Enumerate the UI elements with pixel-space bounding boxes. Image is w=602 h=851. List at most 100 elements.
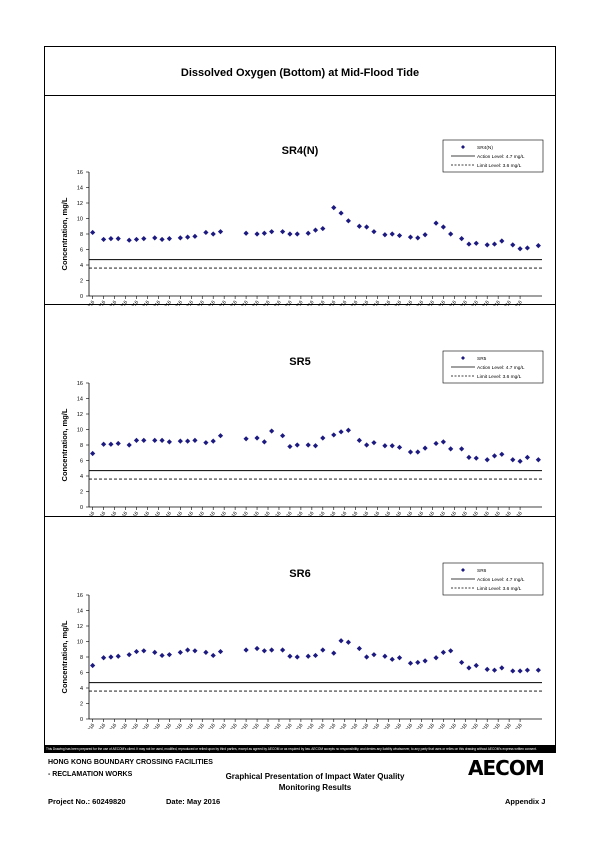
data-point xyxy=(108,654,114,660)
data-point xyxy=(459,236,465,242)
data-point xyxy=(415,235,421,241)
data-point xyxy=(338,429,344,435)
data-point xyxy=(535,243,541,249)
data-point xyxy=(524,454,530,460)
data-point xyxy=(396,655,403,661)
data-point xyxy=(90,450,96,457)
data-point xyxy=(126,442,132,448)
data-point xyxy=(115,653,121,659)
legend-label-action: Action Level: 4.7 mg/L xyxy=(477,365,525,371)
data-point xyxy=(389,656,395,662)
data-point xyxy=(177,649,183,655)
data-point xyxy=(294,654,300,660)
x-tick-label: 3/4/2016 xyxy=(310,511,326,517)
x-tick-label: 4/9/2016 xyxy=(442,511,458,517)
data-point xyxy=(382,653,388,659)
data-point xyxy=(203,440,209,446)
data-point xyxy=(389,231,395,237)
data-point xyxy=(166,652,172,658)
y-tick-label: 4 xyxy=(80,686,83,692)
data-point xyxy=(440,649,446,655)
data-point xyxy=(305,230,311,236)
data-point xyxy=(491,241,498,247)
x-tick-label: 4/6/2016 xyxy=(431,511,447,517)
data-point xyxy=(466,454,472,460)
data-point xyxy=(371,440,377,446)
x-tick-label: 2/3/2016 xyxy=(201,300,217,306)
data-point xyxy=(192,437,198,443)
data-point xyxy=(312,227,319,233)
x-tick-label: 4/3/2016 xyxy=(420,511,436,517)
data-point xyxy=(261,439,267,445)
data-point xyxy=(422,232,428,238)
x-tick-label: 4/6/2016 xyxy=(431,723,447,729)
data-point xyxy=(466,665,472,671)
data-point xyxy=(338,638,344,644)
data-point xyxy=(133,236,140,243)
data-point xyxy=(287,653,293,659)
data-point xyxy=(433,655,439,661)
x-tick-label: 1/7/2016 xyxy=(102,723,118,729)
data-point xyxy=(473,240,479,246)
data-point xyxy=(261,648,267,654)
data-point xyxy=(126,237,132,243)
data-point xyxy=(407,449,414,455)
data-point xyxy=(133,648,140,655)
x-tick-label: 3/1/2016 xyxy=(299,723,315,729)
data-point xyxy=(192,233,198,239)
data-point xyxy=(269,647,275,653)
y-tick-label: 6 xyxy=(80,459,83,465)
data-point xyxy=(484,242,490,248)
data-point xyxy=(371,229,377,235)
data-point xyxy=(108,236,114,242)
data-point xyxy=(152,235,158,241)
y-tick-label: 14 xyxy=(77,186,83,192)
chart-panel-sr4n: SR4(N) 0 2 4 6 8 10 12 14 16 Concentration, mg/L 1/… xyxy=(45,95,555,306)
y-tick-label: 6 xyxy=(80,671,83,677)
data-point xyxy=(152,437,158,443)
x-tick-label: 2/3/2016 xyxy=(201,511,217,517)
x-tick-label: 3/4/2016 xyxy=(310,723,326,729)
data-point xyxy=(499,665,505,671)
data-point xyxy=(422,445,428,451)
report-frame: Dissolved Oxygen (Bottom) at Mid-Flood T… xyxy=(44,46,556,752)
data-point xyxy=(345,427,351,433)
data-point xyxy=(320,225,326,232)
y-tick-label: 4 xyxy=(80,474,83,480)
legend-marker-series xyxy=(461,356,465,360)
legend-label-action: Action Level: 4.7 mg/L xyxy=(477,577,525,583)
data-point xyxy=(320,647,326,653)
data-point xyxy=(371,652,377,658)
aecom-logo: AECOM xyxy=(468,756,545,780)
legend-label-limit: Limit Level: 3.6 mg/L xyxy=(477,586,522,592)
data-point xyxy=(510,242,516,248)
data-point xyxy=(280,433,286,439)
y-tick-label: 2 xyxy=(80,702,83,708)
y-tick-label: 6 xyxy=(80,248,83,254)
data-point xyxy=(185,438,191,444)
data-point xyxy=(459,446,465,452)
x-tick-label: 4/6/2016 xyxy=(431,300,447,306)
data-point xyxy=(356,645,362,652)
chart-panel-sr6: SR6 0 2 4 6 8 10 12 14 16 Concentration, mg/L 1/1/2… xyxy=(45,519,555,729)
footer-project-number: Project No.: 60249820 xyxy=(48,797,126,806)
y-tick-label: 0 xyxy=(80,505,83,511)
data-point xyxy=(356,223,362,229)
footer-drawing-title-line1: Graphical Presentation of Impact Water Q… xyxy=(225,772,405,781)
footer-project-name: HONG KONG BOUNDARY CROSSING FACILITIES xyxy=(48,759,213,766)
x-tick-label: 3/4/2016 xyxy=(310,300,326,306)
data-point xyxy=(535,457,541,463)
data-point xyxy=(133,437,140,443)
x-tick-label: 2/9/2016 xyxy=(223,300,239,306)
data-point xyxy=(126,652,132,658)
footer-drawing-title-line2: Monitoring Results xyxy=(278,783,352,792)
disclaimer-bar: This Drawing has been prepared for the u… xyxy=(44,745,556,753)
data-point xyxy=(396,444,403,450)
chart-sr4n: SR4(N) 0 2 4 6 8 10 12 14 16 Concentration, mg/L 1/… xyxy=(60,139,544,306)
legend-label-limit: Limit Level: 3.6 mg/L xyxy=(477,163,522,169)
data-point xyxy=(243,230,249,236)
data-point xyxy=(473,662,479,669)
data-point xyxy=(217,648,224,655)
x-tick-label: 1/7/2016 xyxy=(102,300,118,306)
data-point xyxy=(331,650,337,656)
